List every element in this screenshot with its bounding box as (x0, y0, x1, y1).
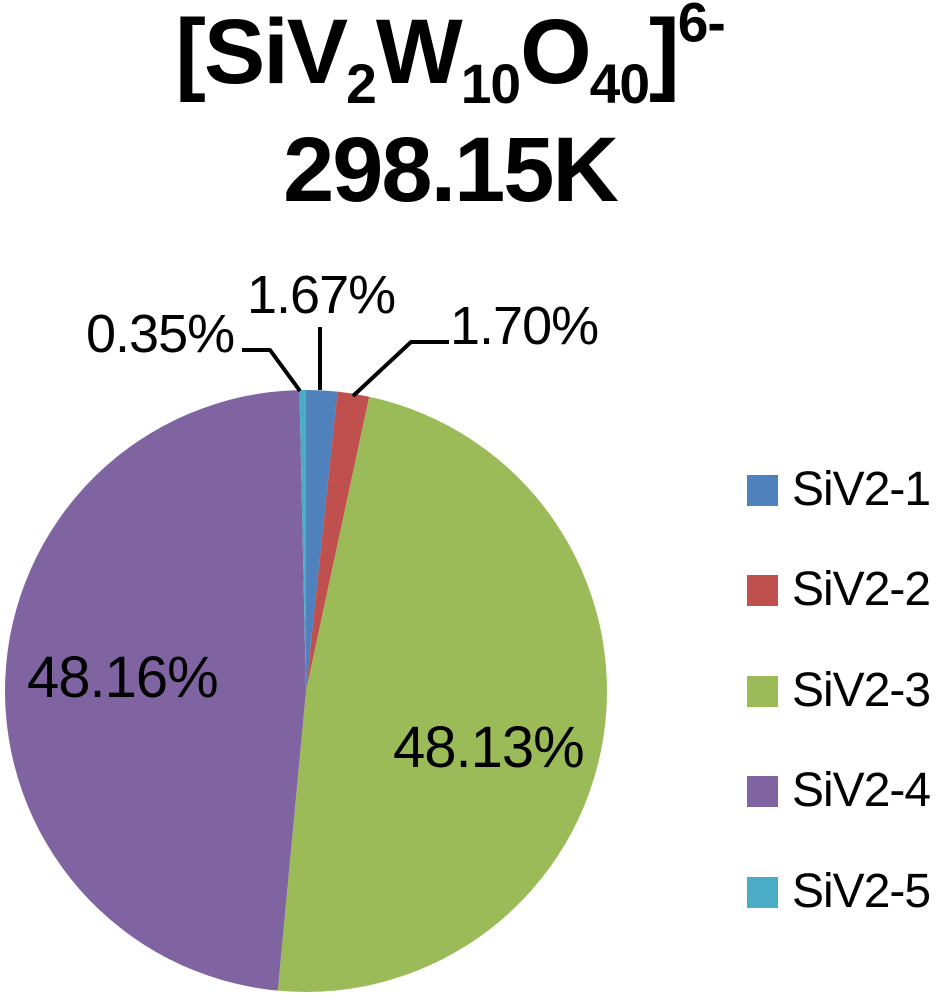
data-label-siv2-3: 48.13% (393, 715, 585, 780)
pie-slice-siv2-2[interactable] (306, 391, 370, 691)
legend-item-siv2-5[interactable]: SiV2-5 (747, 865, 931, 918)
data-label-siv2-5: 0.35% (86, 304, 235, 364)
legend: SiV2-1 SiV2-2 SiV2-3 SiV2-4 SiV2-5 (747, 0, 936, 1000)
legend-item-siv2-1[interactable]: SiV2-1 (747, 463, 931, 516)
legend-swatch-icon (747, 574, 778, 606)
pie-slices (5, 390, 607, 992)
legend-item-label: SiV2-1 (792, 463, 931, 516)
pie-slice-siv2-4[interactable] (5, 390, 307, 991)
pie-slice-siv2-5[interactable] (299, 390, 306, 691)
legend-item-label: SiV2-4 (792, 764, 931, 817)
legend-item-siv2-2[interactable]: SiV2-2 (747, 563, 931, 616)
data-label-siv2-4: 48.16% (27, 645, 219, 710)
pie-slice-siv2-1[interactable] (306, 390, 338, 691)
chart-title-temperature: 298.15K (283, 118, 619, 221)
leader-line-siv2-2 (351, 340, 449, 398)
legend-item-siv2-3[interactable]: SiV2-3 (747, 664, 931, 717)
legend-item-siv2-4[interactable]: SiV2-4 (747, 764, 931, 817)
legend-swatch-icon (747, 474, 778, 506)
data-label-siv2-1: 1.67% (247, 265, 396, 325)
legend-item-label: SiV2-5 (792, 865, 931, 918)
leader-line-siv2-5 (242, 348, 302, 393)
chart-title: [SiV2W10O40]6- 298.15K (0, 0, 900, 230)
legend-item-label: SiV2-2 (792, 563, 931, 616)
chart-title-formula: [SiV2W10O40]6- (175, 0, 726, 115)
legend-swatch-icon (747, 775, 778, 807)
legend-swatch-icon (747, 876, 778, 908)
pie-slice-siv2-3[interactable] (277, 396, 607, 992)
legend-swatch-icon (747, 675, 778, 707)
legend-item-label: SiV2-3 (792, 664, 931, 717)
data-label-siv2-2: 1.70% (450, 296, 599, 356)
